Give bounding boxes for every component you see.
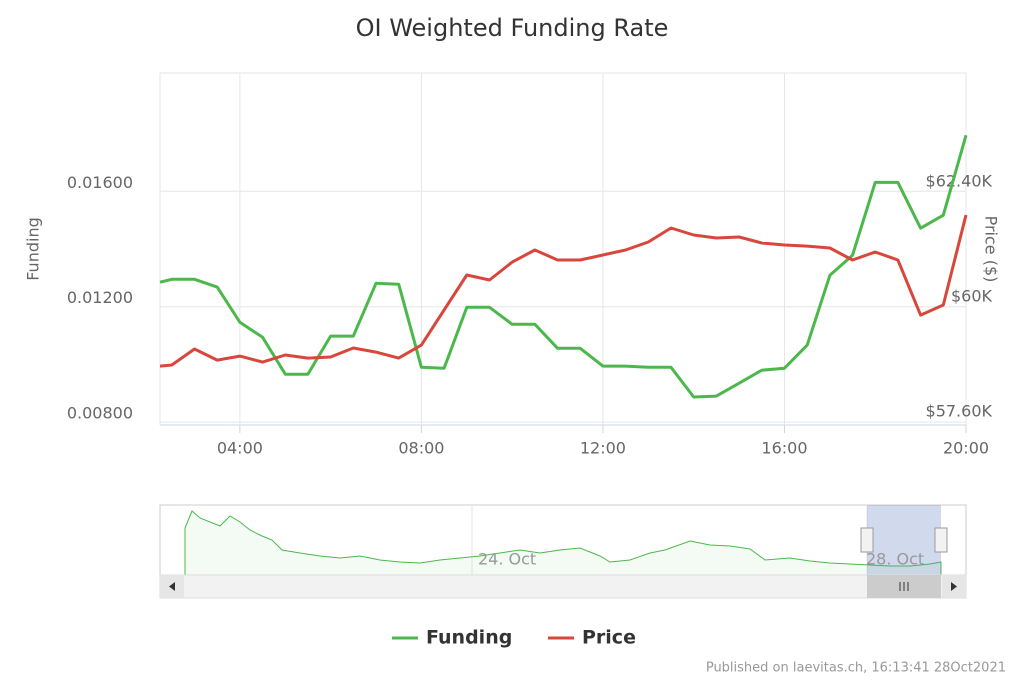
series-line	[159, 134, 968, 399]
navigator-mask[interactable]	[867, 505, 941, 575]
x-tick-label: 12:00	[580, 439, 626, 458]
x-tick-label: 20:00	[943, 439, 989, 458]
y-axis-title: Funding	[24, 217, 43, 281]
y2-tick-label: $60K	[951, 287, 993, 306]
navigator-label: 24. Oct	[478, 550, 536, 569]
arrow-right	[951, 582, 957, 591]
y-tick-label: 0.00800	[67, 404, 133, 423]
legend-item[interactable]: Price	[582, 627, 636, 649]
x-tick-label: 16:00	[761, 439, 807, 458]
legend-item[interactable]: Funding	[426, 627, 512, 649]
y-tick-label: 0.01200	[67, 288, 133, 307]
navigator-series	[184, 510, 942, 576]
y2-tick-label: $62.40K	[926, 172, 993, 191]
x-tick-label: 08:00	[398, 439, 444, 458]
navigator: 24. Oct 28. Oct	[159, 504, 967, 599]
x-tick-label: 04:00	[217, 439, 263, 458]
scrollbar-track[interactable]	[159, 574, 967, 599]
navigator-label: 28. Oct	[866, 550, 924, 569]
navigator-handle[interactable]	[860, 527, 874, 553]
scrollbar-grip	[899, 582, 909, 591]
navigator-handle[interactable]	[934, 527, 948, 553]
y-tick-label: 0.01600	[67, 173, 133, 192]
y2-tick-label: $57.60K	[926, 402, 993, 421]
credit: Published on laevitas.ch, 16:13:41 28Oct…	[706, 661, 1006, 676]
arrow-left	[169, 582, 175, 591]
chart-title: OI Weighted Funding Rate	[356, 14, 669, 42]
series-line	[159, 214, 968, 368]
y2-axis-title: Price ($)	[982, 216, 1001, 283]
